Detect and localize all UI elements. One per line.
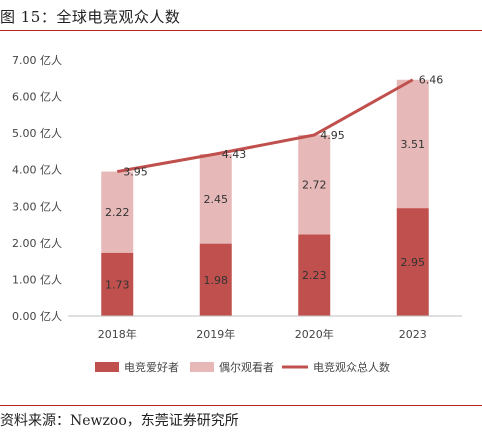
bar-enthusiasts <box>101 252 134 316</box>
legend-swatch-occasional <box>190 362 214 372</box>
x-tick-label: 2018年 <box>98 327 137 341</box>
legend-label-enthusiasts: 电竞爱好者 <box>124 360 179 374</box>
bar-enthusiasts-label: 2.23 <box>302 269 327 282</box>
legend: 电竞爱好者 偶尔观看者 电竞观众总人数 <box>95 360 390 374</box>
bar-occasional-label: 2.45 <box>204 193 229 206</box>
bar-occasional <box>101 171 134 253</box>
total-line-label: 6.46 <box>419 74 444 87</box>
y-tick-label: 3.00 亿人 <box>12 200 62 213</box>
bottom-rule <box>0 405 482 406</box>
bar-occasional <box>199 153 232 244</box>
source-note: 资料来源：Newzoo，东莞证券研究所 <box>0 413 239 429</box>
total-line-label: 4.95 <box>320 129 345 142</box>
chart: 0.00 亿人 1.00 亿人 2.00 亿人 3.00 亿人 4.00 亿人 5.00 … <box>12 54 462 374</box>
figure-title: 图 15：全球电竞观众人数 <box>0 8 181 26</box>
bar-occasional-label: 2.72 <box>302 179 327 192</box>
legend-swatch-enthusiasts <box>95 362 119 372</box>
total-line: 3.95 4.43 4.95 6.46 <box>116 74 444 179</box>
y-tick-label: 2.00 亿人 <box>12 237 62 250</box>
bar-occasional <box>396 79 429 209</box>
bar-enthusiasts-label: 1.73 <box>105 278 130 291</box>
bar-occasional <box>298 134 331 235</box>
bar-occasional-label: 3.51 <box>401 138 426 151</box>
bar-enthusiasts <box>396 208 429 316</box>
y-tick-label: 4.00 亿人 <box>12 164 62 177</box>
x-tick-label: 2023 <box>399 328 427 341</box>
x-tick-label: 2019年 <box>196 327 235 341</box>
bar-enthusiasts <box>298 234 331 316</box>
total-line-label: 4.43 <box>222 148 247 161</box>
bar-enthusiasts-label: 1.98 <box>204 274 229 287</box>
bar-occasional-label: 2.22 <box>105 206 130 219</box>
total-line-path <box>116 78 414 174</box>
bar-enthusiasts <box>199 243 232 316</box>
y-tick-label: 1.00 亿人 <box>12 273 62 286</box>
x-tick-label: 2020年 <box>295 327 334 341</box>
x-axis: 2018年 2019年 2020年 2023 <box>68 315 462 341</box>
legend-label-total: 电竞观众总人数 <box>313 360 390 374</box>
y-tick-label: 7.00 亿人 <box>12 54 62 67</box>
legend-label-occasional: 偶尔观看者 <box>219 360 274 374</box>
y-axis: 0.00 亿人 1.00 亿人 2.00 亿人 3.00 亿人 4.00 亿人 5.00 … <box>12 54 62 323</box>
total-line-label: 3.95 <box>123 166 148 179</box>
bar-enthusiasts-label: 2.95 <box>401 256 426 269</box>
bars: 1.73 2.22 1.98 2.45 2.23 2.72 2.95 3.51 <box>101 79 429 316</box>
y-tick-label: 5.00 亿人 <box>12 127 62 140</box>
y-tick-label: 0.00 亿人 <box>12 310 62 323</box>
y-tick-label: 6.00 亿人 <box>12 91 62 104</box>
top-rule <box>0 30 482 31</box>
